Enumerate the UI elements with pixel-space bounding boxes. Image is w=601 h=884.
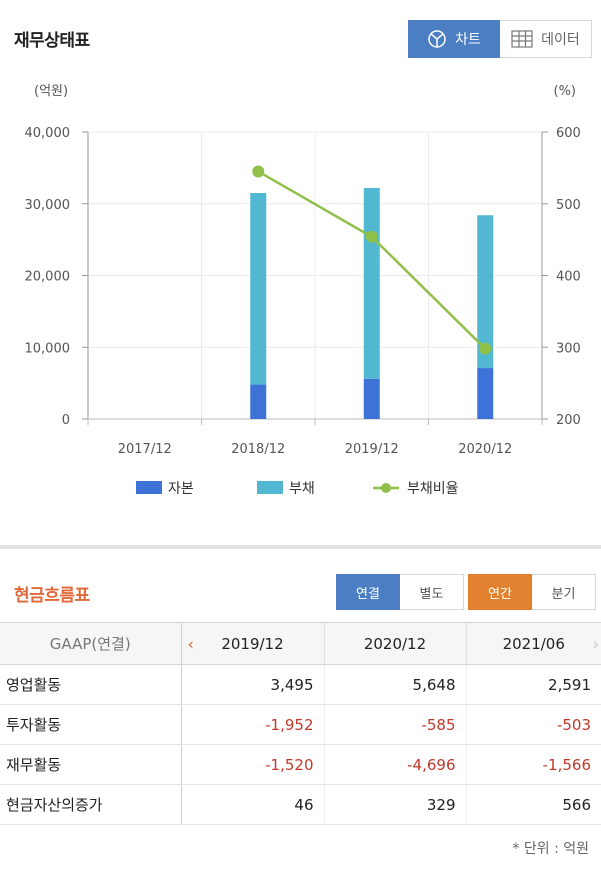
- legend-label: 부채: [289, 481, 315, 497]
- cell-value: 46: [181, 784, 324, 825]
- chart-view-label: 차트: [455, 32, 481, 48]
- chart-bars: [250, 187, 494, 419]
- legend-swatch: [257, 481, 283, 494]
- bar-liabilities: [250, 192, 267, 385]
- right-axis-tick-label: 600: [556, 126, 581, 141]
- table-header-row: GAAP(연결) ‹ 2019/12 2020/12 2021/06 ›: [0, 622, 601, 665]
- cell-value: -503: [465, 704, 601, 745]
- table-row: 영업활동 3,495 5,648 2,591: [0, 664, 601, 705]
- right-axis-tick-label: 300: [556, 341, 581, 356]
- row-label: 투자활동: [0, 704, 182, 745]
- cell-value: -1,566: [465, 744, 601, 785]
- period-header-label: 2021/06: [502, 634, 565, 653]
- debt-ratio-line: [252, 165, 492, 355]
- cell-value: 329: [323, 784, 466, 825]
- separate-button[interactable]: 별도: [400, 574, 464, 610]
- cell-value: -585: [323, 704, 466, 745]
- bar-liabilities: [363, 187, 380, 379]
- right-axis-unit: (%): [554, 84, 577, 99]
- accounting-standard-header: GAAP(연결): [0, 622, 182, 665]
- debt-ratio-point: [479, 342, 492, 355]
- cell-value: 2,591: [465, 664, 601, 705]
- left-axis-unit: (억원): [34, 84, 68, 99]
- debt-ratio-point: [365, 230, 378, 243]
- table-grid-icon: [511, 30, 533, 48]
- period-header-label: 2019/12: [221, 634, 284, 653]
- bar-equity: [477, 368, 494, 419]
- period-header: 2020/12: [323, 622, 466, 665]
- cashflow-table: GAAP(연결) ‹ 2019/12 2020/12 2021/06 › 영업활…: [0, 622, 601, 825]
- bar-equity: [363, 378, 380, 419]
- chart-legend: 자본 부채 부채비율: [136, 481, 459, 497]
- chart-axes: [82, 131, 548, 425]
- annual-button[interactable]: 연간: [468, 574, 532, 610]
- row-label: 현금자산의증가: [0, 784, 182, 825]
- period-header: ‹ 2019/12: [181, 622, 324, 665]
- left-axis-tick-label: 30,000: [25, 198, 71, 213]
- cell-value: 566: [465, 784, 601, 825]
- period-toggle: 연간 분기: [468, 574, 596, 610]
- period-header-label: 2020/12: [363, 634, 427, 653]
- legend-label: 자본: [168, 481, 194, 497]
- chart-labels: 0 10,000 20,000 30,000 40,000 200 300 400 500 600…: [25, 84, 581, 457]
- row-label: 영업활동: [0, 664, 182, 705]
- cashflow-title: 현금흐름표: [14, 586, 90, 606]
- data-view-label: 데이터: [541, 32, 580, 48]
- chart-view-tab[interactable]: 차트: [408, 20, 500, 58]
- bar-equity: [250, 384, 267, 419]
- data-view-tab[interactable]: 데이터: [500, 20, 592, 58]
- section-divider: [0, 545, 601, 549]
- table-row: 재무활동 -1,520 -4,696 -1,566: [0, 744, 601, 785]
- chevron-right-icon[interactable]: ›: [592, 634, 599, 653]
- balance-sheet-title: 재무상태표: [14, 31, 90, 51]
- x-axis-tick-label: 2017/12: [118, 442, 172, 457]
- cell-value: 5,648: [323, 664, 466, 705]
- right-axis-tick-label: 200: [556, 413, 581, 428]
- cashflow-section: 현금흐름표 연결 별도 연간 분기 GAAP(연결) ‹ 2019/12 202…: [0, 549, 601, 884]
- left-axis-tick-label: 20,000: [25, 270, 71, 285]
- x-axis-tick-label: 2020/12: [458, 442, 512, 457]
- x-axis-tick-label: 2019/12: [345, 442, 399, 457]
- table-row: 현금자산의증가 46 329 566: [0, 784, 601, 825]
- table-row: 투자활동 -1,952 -585 -503: [0, 704, 601, 745]
- debt-ratio-point: [252, 165, 265, 178]
- consolidation-toggle: 연결 별도: [336, 574, 464, 610]
- cell-value: -4,696: [323, 744, 466, 785]
- legend-label: 부채비율: [407, 481, 459, 497]
- chart-gridlines: [88, 131, 542, 419]
- period-header: 2021/06 ›: [465, 622, 601, 665]
- chevron-left-icon[interactable]: ‹: [187, 634, 194, 653]
- pie-chart-icon: [427, 29, 447, 49]
- legend-swatch: [136, 481, 162, 494]
- unit-note: * 단위 : 억원: [512, 841, 589, 857]
- view-toggle: 차트 데이터: [408, 20, 592, 58]
- left-axis-tick-label: 40,000: [25, 126, 71, 141]
- legend-point-swatch: [381, 483, 391, 493]
- row-label: 재무활동: [0, 744, 182, 785]
- x-axis-tick-label: 2018/12: [231, 442, 285, 457]
- bar-liabilities: [477, 215, 494, 369]
- consolidated-button[interactable]: 연결: [336, 574, 400, 610]
- cell-value: -1,520: [181, 744, 324, 785]
- cell-value: 3,495: [181, 664, 324, 705]
- balance-sheet-chart: 0 10,000 20,000 30,000 40,000 200 300 400 500 600…: [25, 84, 581, 497]
- right-axis-tick-label: 400: [556, 270, 581, 285]
- left-axis-tick-label: 10,000: [25, 341, 71, 356]
- right-axis-tick-label: 500: [556, 198, 581, 213]
- left-axis-tick-label: 0: [62, 413, 70, 428]
- balance-sheet-section: 재무상태표 차트 데이터: [0, 20, 601, 510]
- balance-chart-container: 0 10,000 20,000 30,000 40,000 200 300 400 500 600…: [0, 70, 601, 510]
- cell-value: -1,952: [181, 704, 324, 745]
- quarterly-button[interactable]: 분기: [532, 574, 596, 610]
